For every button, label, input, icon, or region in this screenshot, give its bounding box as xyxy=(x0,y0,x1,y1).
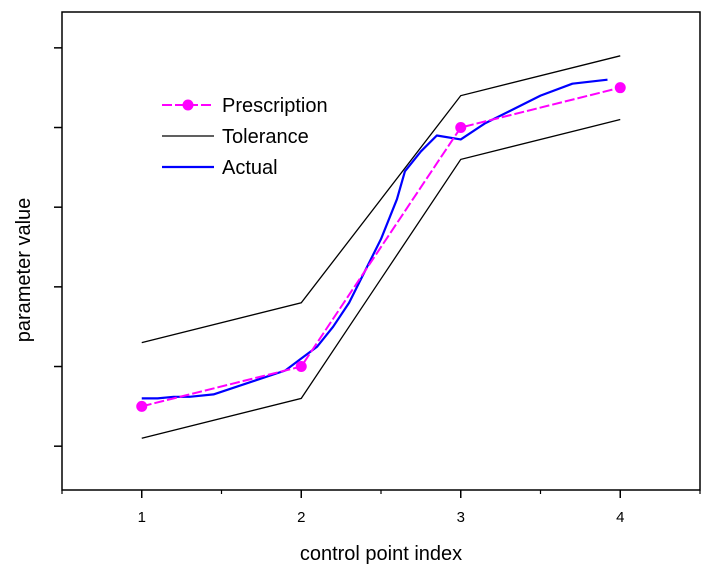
legend-prescription-marker xyxy=(182,99,194,111)
x-tick-label: 3 xyxy=(457,509,465,526)
legend-tolerance-label: Tolerance xyxy=(222,126,309,148)
axes: 1 2 3 4 xyxy=(54,47,701,526)
prescription-point xyxy=(614,82,626,94)
x-tick-label: 2 xyxy=(297,509,305,526)
tolerance-lower-line xyxy=(141,118,621,439)
legend-actual-label: Actual xyxy=(222,157,278,179)
prescription-point xyxy=(136,400,148,412)
y-axis-title: parameter value xyxy=(13,198,35,343)
prescription-point xyxy=(455,122,467,134)
tolerance-upper-line xyxy=(141,55,621,344)
legend: Prescription Tolerance Actual xyxy=(162,95,328,179)
x-tick-label: 4 xyxy=(616,509,624,526)
x-tick-label: 1 xyxy=(138,509,146,526)
prescription-point xyxy=(295,361,307,373)
prescription-line xyxy=(141,86,621,408)
legend-prescription-label: Prescription xyxy=(222,95,328,117)
plot-frame xyxy=(61,11,701,491)
x-axis-title: control point index xyxy=(300,543,462,565)
actual-line xyxy=(141,78,608,400)
plot-series xyxy=(136,55,626,439)
